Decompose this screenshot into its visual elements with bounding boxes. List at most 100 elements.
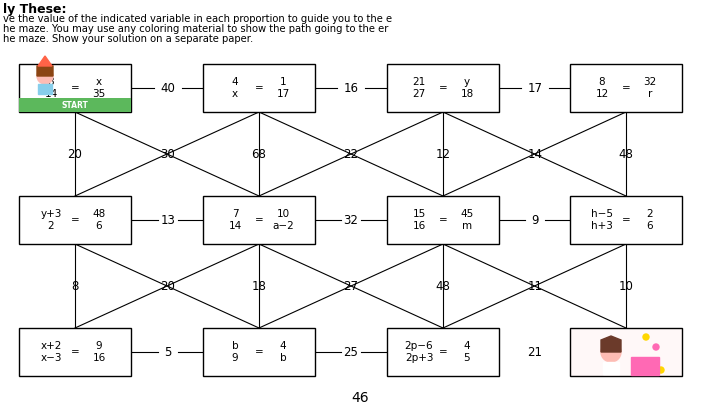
Text: 9: 9 [232,353,238,363]
Bar [38,84,52,94]
Text: 8: 8 [47,77,55,87]
Text: 14: 14 [45,89,58,99]
Bar [603,362,619,374]
Bar [387,64,499,112]
Text: 9: 9 [96,341,102,351]
Text: 48: 48 [92,209,106,219]
Text: 1: 1 [280,77,286,87]
Text: 9: 9 [531,213,539,227]
Text: =: = [622,83,631,93]
Text: a−2: a−2 [272,221,294,231]
Text: 30: 30 [160,148,175,162]
Text: 20: 20 [160,281,175,293]
Text: 14: 14 [229,221,242,231]
Text: 5: 5 [165,346,172,358]
Bar [203,196,315,244]
Text: h−5: h−5 [591,209,613,219]
Text: =: = [255,83,263,93]
Text: 8: 8 [599,77,605,87]
Text: 16: 16 [92,353,106,363]
Text: x: x [232,89,238,99]
Text: b: b [232,341,238,351]
Text: y: y [464,77,470,87]
Bar [19,64,131,112]
Text: 32: 32 [644,77,656,87]
Circle shape [37,68,53,84]
Text: 18: 18 [252,281,267,293]
Text: 11: 11 [528,281,543,293]
Text: =: = [439,347,447,357]
Text: 21: 21 [413,77,426,87]
Text: START: START [62,101,88,110]
Text: 10: 10 [276,209,290,219]
Text: 12: 12 [595,89,608,99]
Text: 16: 16 [413,221,426,231]
Circle shape [648,359,654,365]
Text: 2: 2 [47,221,55,231]
Text: 25: 25 [344,346,359,358]
Text: ly These:: ly These: [3,3,66,16]
Polygon shape [601,336,621,352]
Text: 13: 13 [160,213,175,227]
Text: 48: 48 [436,281,450,293]
Text: x: x [96,77,102,87]
Bar [203,64,315,112]
Text: 18: 18 [460,89,474,99]
Bar [19,196,131,244]
Text: h+3: h+3 [591,221,613,231]
Text: 48: 48 [618,148,633,162]
Text: 4: 4 [464,341,470,351]
Bar [387,328,499,376]
Text: 27: 27 [344,281,359,293]
Text: =: = [70,215,79,225]
Text: =: = [70,83,79,93]
Text: =: = [439,83,447,93]
Text: =: = [70,347,79,357]
Text: 17: 17 [528,82,543,94]
Circle shape [643,334,649,340]
Text: he maze. Show your solution on a separate paper.: he maze. Show your solution on a separat… [3,34,253,44]
Text: ve the value of the indicated variable in each proportion to guide you to the e: ve the value of the indicated variable i… [3,14,392,24]
Bar [387,196,499,244]
Text: 15: 15 [413,209,426,219]
Text: 68: 68 [252,148,267,162]
Text: 5: 5 [464,353,470,363]
Text: 4: 4 [232,77,238,87]
Text: 45: 45 [460,209,474,219]
Circle shape [653,344,659,350]
Text: 2p−6: 2p−6 [405,341,434,351]
Bar [19,98,131,112]
Circle shape [601,342,621,362]
Text: 32: 32 [344,213,359,227]
Text: x+2: x+2 [40,341,62,351]
Text: he maze. You may use any coloring material to show the path going to the er: he maze. You may use any coloring materi… [3,24,388,34]
Circle shape [658,367,664,373]
Text: 46: 46 [351,391,369,405]
Text: y+3: y+3 [40,209,62,219]
Text: 14: 14 [528,148,543,162]
Text: m: m [462,221,472,231]
Text: 20: 20 [68,148,83,162]
Text: r: r [648,89,652,99]
Text: 8: 8 [71,281,78,293]
Text: b: b [280,353,286,363]
Text: 10: 10 [618,281,633,293]
Text: 16: 16 [344,82,359,94]
Text: =: = [255,347,263,357]
Polygon shape [38,56,52,66]
Bar [631,357,659,375]
Text: 17: 17 [276,89,290,99]
Text: 2p+3: 2p+3 [405,353,434,363]
Text: 2: 2 [646,209,654,219]
Bar [203,328,315,376]
Bar [19,328,131,376]
Text: 40: 40 [160,82,175,94]
Text: x−3: x−3 [40,353,62,363]
Text: =: = [622,215,631,225]
Bar [570,64,682,112]
Text: 35: 35 [92,89,106,99]
Text: =: = [255,215,263,225]
Text: 22: 22 [344,148,359,162]
Bar [570,196,682,244]
Text: 21: 21 [528,346,543,358]
